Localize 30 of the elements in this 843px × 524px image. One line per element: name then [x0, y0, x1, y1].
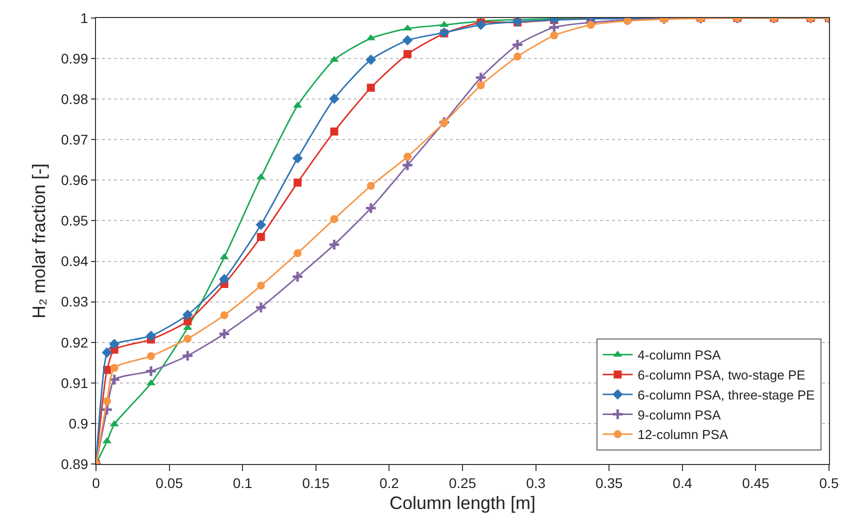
x-tick-label: 0.1	[232, 474, 253, 491]
y-tick-label: 0.92	[60, 334, 88, 350]
y-tick-label: 0.94	[60, 253, 88, 270]
y-tick-label: 0.95	[60, 212, 88, 229]
x-tick-label: 0.2	[379, 474, 400, 491]
x-tick-label: 0.05	[156, 474, 184, 491]
legend-label: 6-column PSA, three-stage PE	[638, 387, 816, 402]
x-tick-label: 0.3	[526, 474, 546, 491]
x-tick-label: 0.5	[819, 474, 839, 491]
x-tick-label: 0.35	[595, 474, 623, 491]
x-tick-label: 0	[92, 474, 100, 491]
legend-label: 12-column PSA	[638, 427, 728, 442]
x-tick-label: 0.25	[448, 474, 476, 491]
legend-label: 9-column PSA	[638, 407, 722, 422]
legend-label: 6-column PSA, two-stage PE	[638, 368, 806, 383]
y-tick-label: 0.97	[60, 132, 88, 148]
y-tick-label: 0.9	[68, 415, 88, 432]
y-axis-title: H₂ molar fraction [-]	[29, 163, 50, 319]
y-tick-label: 0.93	[60, 294, 88, 310]
y-tick-label: 1	[80, 10, 88, 26]
y-tick-label: 0.89	[60, 456, 88, 472]
legend-label: 4-column PSA	[638, 348, 722, 363]
x-tick-label: 0.45	[742, 474, 770, 491]
x-tick-label: 0.4	[672, 474, 692, 491]
y-tick-label: 0.99	[60, 50, 88, 66]
y-tick-label: 0.91	[60, 374, 88, 391]
y-tick-label: 0.96	[60, 172, 88, 188]
x-axis-title: Column length [m]	[389, 492, 536, 513]
x-tick-label: 0.15	[302, 474, 330, 491]
y-tick-label: 0.98	[60, 90, 88, 107]
